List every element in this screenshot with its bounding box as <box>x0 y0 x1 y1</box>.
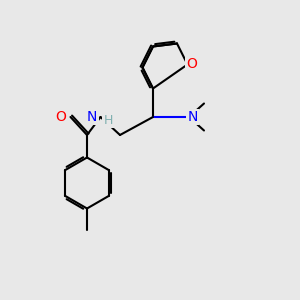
Text: O: O <box>55 110 66 124</box>
Text: O: O <box>187 58 197 71</box>
Text: N: N <box>188 110 198 124</box>
Text: N: N <box>87 110 98 124</box>
Text: H: H <box>103 113 113 127</box>
